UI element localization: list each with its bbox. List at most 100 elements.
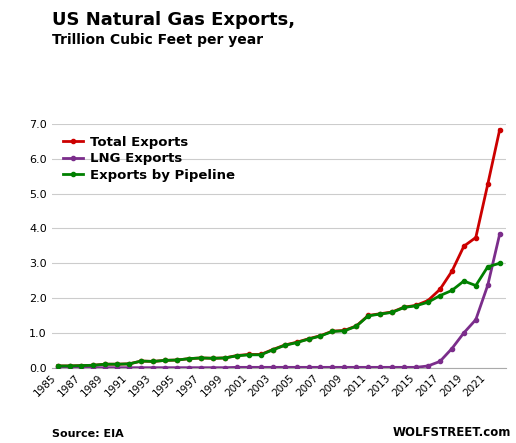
- LNG Exports: [78, 365, 85, 370]
- Exports by Pipeline: [377, 311, 383, 317]
- LNG Exports: [198, 365, 204, 370]
- Total Exports: [389, 309, 395, 315]
- LNG Exports: [341, 365, 347, 370]
- LNG Exports: [174, 365, 180, 370]
- LNG Exports: [269, 365, 276, 370]
- Exports by Pipeline: [437, 293, 443, 298]
- Exports by Pipeline: [496, 260, 503, 266]
- LNG Exports: [126, 365, 133, 370]
- Exports by Pipeline: [305, 337, 312, 342]
- LNG Exports: [413, 365, 419, 370]
- Exports by Pipeline: [186, 356, 192, 361]
- LNG Exports: [257, 365, 264, 370]
- Total Exports: [126, 361, 133, 366]
- Total Exports: [461, 244, 467, 249]
- LNG Exports: [389, 365, 395, 370]
- LNG Exports: [150, 365, 156, 370]
- LNG Exports: [138, 365, 144, 370]
- Line: LNG Exports: LNG Exports: [56, 232, 502, 370]
- Total Exports: [425, 298, 431, 303]
- Exports by Pipeline: [282, 343, 288, 348]
- LNG Exports: [401, 365, 407, 370]
- LNG Exports: [437, 359, 443, 364]
- Total Exports: [496, 127, 503, 132]
- Exports by Pipeline: [138, 358, 144, 364]
- Exports by Pipeline: [198, 355, 204, 361]
- Total Exports: [341, 328, 347, 333]
- LNG Exports: [186, 365, 192, 370]
- Exports by Pipeline: [222, 355, 228, 361]
- LNG Exports: [461, 330, 467, 335]
- Total Exports: [174, 358, 180, 363]
- LNG Exports: [294, 365, 300, 370]
- Total Exports: [269, 347, 276, 352]
- LNG Exports: [246, 365, 252, 370]
- Total Exports: [437, 287, 443, 292]
- Total Exports: [55, 363, 61, 369]
- LNG Exports: [162, 365, 168, 370]
- Exports by Pipeline: [102, 361, 108, 367]
- Total Exports: [67, 363, 73, 369]
- Exports by Pipeline: [114, 361, 120, 367]
- Total Exports: [246, 352, 252, 357]
- LNG Exports: [67, 365, 73, 370]
- Exports by Pipeline: [365, 313, 372, 319]
- Exports by Pipeline: [329, 329, 335, 334]
- Total Exports: [257, 352, 264, 357]
- Exports by Pipeline: [55, 363, 61, 369]
- Text: US Natural Gas Exports,: US Natural Gas Exports,: [52, 11, 295, 29]
- Total Exports: [317, 333, 324, 338]
- Total Exports: [234, 353, 240, 358]
- Exports by Pipeline: [485, 264, 491, 269]
- Total Exports: [198, 355, 204, 361]
- LNG Exports: [55, 365, 61, 370]
- Exports by Pipeline: [473, 283, 479, 288]
- LNG Exports: [365, 365, 372, 370]
- Total Exports: [294, 340, 300, 345]
- Exports by Pipeline: [150, 359, 156, 364]
- LNG Exports: [102, 365, 108, 370]
- Total Exports: [138, 358, 144, 364]
- Exports by Pipeline: [126, 361, 133, 366]
- LNG Exports: [473, 317, 479, 323]
- LNG Exports: [485, 283, 491, 288]
- Total Exports: [365, 313, 372, 318]
- Total Exports: [413, 303, 419, 308]
- Exports by Pipeline: [294, 340, 300, 345]
- LNG Exports: [317, 365, 324, 370]
- LNG Exports: [114, 365, 120, 370]
- LNG Exports: [222, 365, 228, 370]
- Exports by Pipeline: [162, 358, 168, 363]
- LNG Exports: [282, 365, 288, 370]
- LNG Exports: [210, 365, 216, 370]
- Exports by Pipeline: [78, 363, 85, 368]
- LNG Exports: [90, 365, 96, 370]
- Total Exports: [282, 342, 288, 348]
- LNG Exports: [377, 365, 383, 370]
- LNG Exports: [449, 346, 455, 351]
- LNG Exports: [353, 365, 360, 370]
- Total Exports: [162, 358, 168, 363]
- Exports by Pipeline: [401, 305, 407, 310]
- Exports by Pipeline: [317, 334, 324, 339]
- Total Exports: [485, 182, 491, 187]
- Total Exports: [186, 356, 192, 361]
- Total Exports: [102, 361, 108, 367]
- LNG Exports: [234, 365, 240, 370]
- Total Exports: [210, 356, 216, 361]
- Exports by Pipeline: [210, 356, 216, 361]
- Exports by Pipeline: [413, 303, 419, 308]
- Total Exports: [329, 329, 335, 334]
- Text: Trillion Cubic Feet per year: Trillion Cubic Feet per year: [52, 33, 263, 47]
- Total Exports: [222, 355, 228, 361]
- Total Exports: [90, 362, 96, 368]
- Exports by Pipeline: [449, 288, 455, 293]
- Exports by Pipeline: [246, 352, 252, 358]
- Total Exports: [449, 268, 455, 274]
- Exports by Pipeline: [174, 358, 180, 363]
- Total Exports: [114, 361, 120, 367]
- Line: Total Exports: Total Exports: [56, 128, 502, 368]
- LNG Exports: [425, 363, 431, 369]
- Legend: Total Exports, LNG Exports, Exports by Pipeline: Total Exports, LNG Exports, Exports by P…: [58, 131, 240, 187]
- Exports by Pipeline: [67, 363, 73, 369]
